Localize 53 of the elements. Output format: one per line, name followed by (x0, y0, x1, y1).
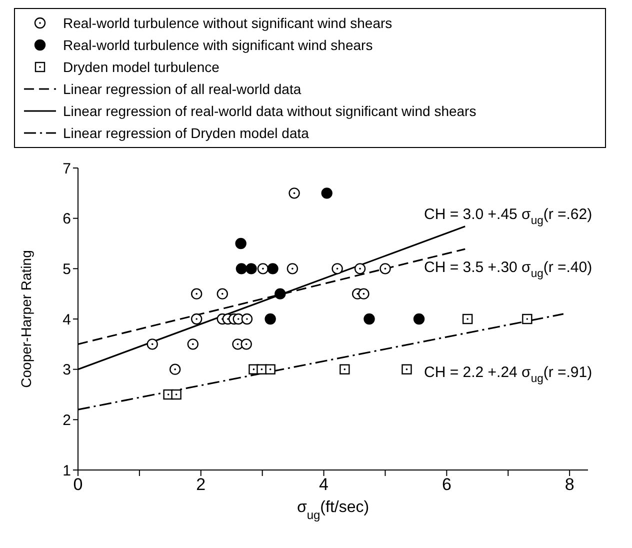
point (171, 389, 182, 400)
point (187, 338, 199, 350)
y-tick-label: 7 (62, 160, 71, 178)
point (257, 263, 269, 274)
annotation: CH = 2.2 +.24 σ$_{ug}$(r =.91) (424, 364, 592, 385)
legend-label: Dryden model turbulence (63, 59, 220, 75)
point (462, 314, 473, 324)
y-tick-label: 1 (62, 462, 71, 480)
y-tick-label: 5 (62, 260, 71, 278)
point (380, 263, 391, 274)
y-tick-label: 2 (62, 412, 71, 429)
point (522, 314, 532, 324)
point (169, 364, 181, 375)
point (402, 364, 412, 374)
legend-label: Real-world turbulence with significant wind shears (63, 37, 373, 53)
x-axis-title: σ$_{ug}$(ft/sec) (296, 499, 370, 522)
point (274, 288, 286, 300)
point (332, 263, 343, 274)
point (241, 313, 253, 325)
y-tick-label: 6 (62, 210, 71, 228)
x-tick-label: 2 (196, 475, 206, 494)
point (286, 263, 298, 274)
x-tick-label: 0 (73, 475, 83, 494)
annotation: CH = 3.5 +.30 σ$_{ug}$(r =.40) (424, 258, 592, 280)
y-axis-title: Cooper-Harper Rating (18, 250, 34, 388)
annotation: CH = 3.0 +.45 σ$_{ug}$(r =.62) (424, 206, 592, 227)
point (340, 364, 350, 374)
point (190, 288, 202, 300)
point (321, 188, 332, 199)
point (146, 338, 158, 350)
point (267, 263, 278, 274)
point (413, 313, 425, 325)
point (265, 364, 276, 374)
point (190, 313, 202, 325)
point (358, 288, 370, 300)
legend-label: Linear regression of all real-world data (63, 81, 302, 97)
point (364, 313, 375, 325)
y-tick-label: 3 (62, 362, 71, 379)
point (354, 263, 366, 274)
point (240, 338, 252, 350)
x-tick-label: 4 (319, 475, 329, 494)
legend-label: Linear regression of Dryden model data (63, 125, 309, 141)
point (246, 263, 257, 274)
point (288, 188, 300, 199)
legend-label: Linear regression of real-world data without significant wind shears (63, 103, 476, 119)
point (216, 288, 228, 300)
point (235, 238, 246, 250)
y-tick-label: 4 (62, 311, 71, 328)
legend-label: Real-world turbulence without significant wind shears (63, 15, 392, 31)
point (264, 313, 276, 325)
x-tick-label: 6 (442, 475, 452, 494)
x-tick-label: 8 (564, 475, 574, 494)
point (236, 263, 248, 274)
